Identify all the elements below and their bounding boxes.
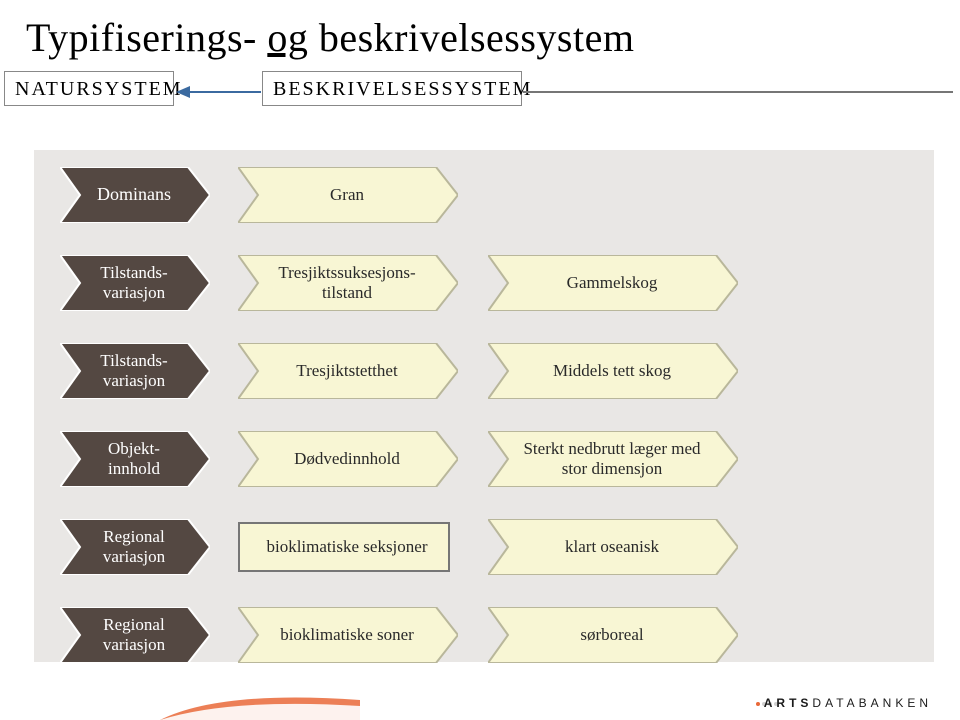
row-regional-variasjon-2: Regionalvariasjon bioklimatiske soner sø…	[60, 606, 930, 664]
rows-container: Dominans Gran Tilstands-variasjon Tresji…	[60, 166, 930, 694]
chevron-objektinnhold: Objekt-innhold	[60, 431, 210, 487]
label-regional-variasjon-1: Regionalvariasjon	[97, 527, 173, 568]
chevron-gran: Gran	[238, 167, 458, 223]
chevron-dominans: Dominans	[60, 167, 210, 223]
label-gammelskog: Gammelskog	[561, 273, 666, 293]
chevron-middels-tett-skog: Middels tett skog	[488, 343, 738, 399]
natursystem-box: NATURSYSTEM	[4, 71, 174, 106]
row-tilstandsvariasjon-2: Tilstands-variasjon Tresjiktstetthet Mid…	[60, 342, 930, 400]
label-dodvedinnhold: Dødvedinnhold	[288, 449, 408, 469]
title-underlined: og	[267, 15, 308, 60]
label-bioklimatiske-seksjoner: bioklimatiske seksjoner	[260, 537, 435, 557]
chevron-tilstandsvariasjon-2: Tilstands-variasjon	[60, 343, 210, 399]
row-regional-variasjon-1: Regionalvariasjon bioklimatiske seksjone…	[60, 518, 930, 576]
chevron-tilstandsvariasjon-1: Tilstands-variasjon	[60, 255, 210, 311]
rect-bioklimatiske-seksjoner: bioklimatiske seksjoner	[238, 519, 458, 575]
label-sterkt-nedbrutt: Sterkt nedbrutt læger medstor dimensjon	[517, 439, 708, 480]
chevron-tresjiktssuksesjon: Tresjiktssuksesjons-tilstand	[238, 255, 458, 311]
brand-rest: DATABANKEN	[812, 696, 932, 710]
label-dominans: Dominans	[91, 184, 179, 206]
label-gran: Gran	[324, 185, 372, 205]
label-bioklimatiske-soner: bioklimatiske soner	[274, 625, 422, 645]
footer-brand: ARTSDATABANKEN	[764, 696, 932, 710]
label-tilstandsvariasjon-1: Tilstands-variasjon	[94, 263, 175, 304]
chevron-tresjiktstetthet: Tresjiktstetthet	[238, 343, 458, 399]
footer-swoosh-icon	[160, 690, 360, 720]
chevron-sterkt-nedbrutt: Sterkt nedbrutt læger medstor dimensjon	[488, 431, 738, 487]
title-part2: beskrivelsessystem	[308, 15, 634, 60]
arrow-left-icon	[176, 85, 261, 99]
row-dominans: Dominans Gran	[60, 166, 930, 224]
arrow-right-line-icon	[523, 87, 953, 97]
label-tresjiktstetthet: Tresjiktstetthet	[290, 361, 405, 381]
label-sorboreal: sørboreal	[574, 625, 651, 645]
chevron-regional-variasjon-2: Regionalvariasjon	[60, 607, 210, 663]
title-part1: Typifiserings-	[26, 15, 267, 60]
chevron-regional-variasjon-1: Regionalvariasjon	[60, 519, 210, 575]
chevron-dodvedinnhold: Dødvedinnhold	[238, 431, 458, 487]
chevron-bioklimatiske-soner: bioklimatiske soner	[238, 607, 458, 663]
row-tilstandsvariasjon-1: Tilstands-variasjon Tresjiktssuksesjons-…	[60, 254, 930, 312]
label-klart-oseanisk: klart oseanisk	[559, 537, 667, 557]
chevron-sorboreal: sørboreal	[488, 607, 738, 663]
page-title: Typifiserings- og beskrivelsessystem	[0, 0, 960, 61]
label-tresjiktssuksesjon: Tresjiktssuksesjons-tilstand	[272, 263, 423, 304]
beskrivelsessystem-box: BESKRIVELSESSYSTEM	[262, 71, 522, 106]
header-row: NATURSYSTEM BESKRIVELSESSYSTEM	[0, 71, 960, 121]
row-objektinnhold: Objekt-innhold Dødvedinnhold Sterkt nedb…	[60, 430, 930, 488]
chevron-klart-oseanisk: klart oseanisk	[488, 519, 738, 575]
chevron-gammelskog: Gammelskog	[488, 255, 738, 311]
label-objektinnhold: Objekt-innhold	[102, 439, 168, 480]
brand-bold: ARTS	[764, 696, 813, 710]
label-regional-variasjon-2: Regionalvariasjon	[97, 615, 173, 656]
label-middels-tett-skog: Middels tett skog	[547, 361, 679, 381]
label-tilstandsvariasjon-2: Tilstands-variasjon	[94, 351, 175, 392]
